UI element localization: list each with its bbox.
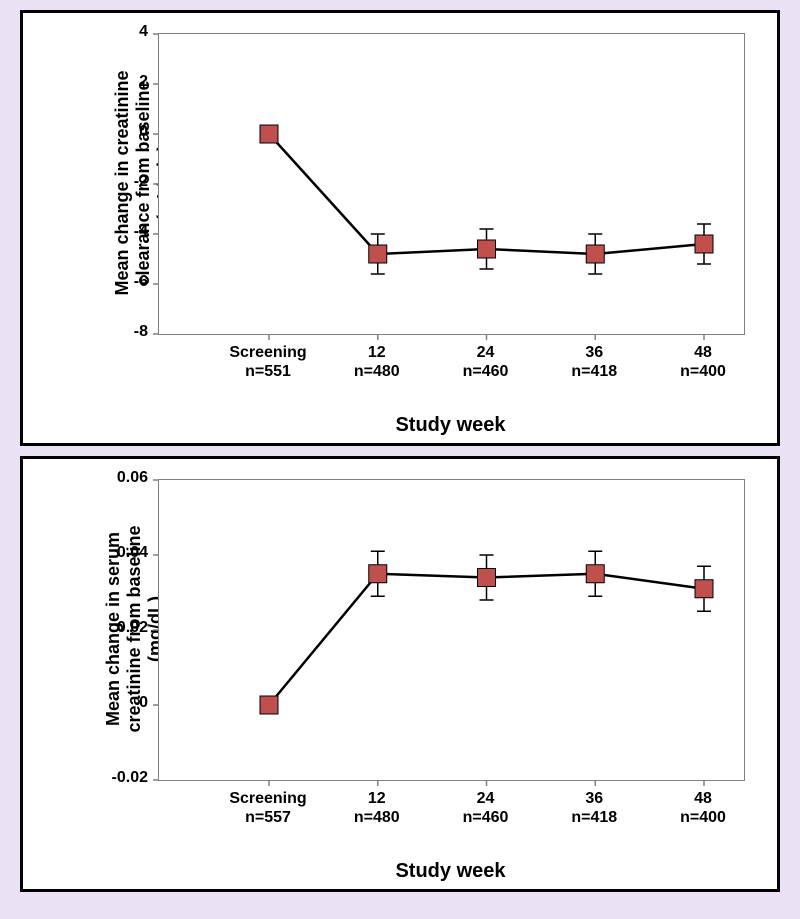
y-tick-label: 0.02 [93, 619, 148, 637]
y-tick-label: 0.04 [93, 544, 148, 562]
plot-area [158, 479, 745, 781]
y-tick-label: 2 [93, 73, 148, 91]
y-tick-label: -4 [93, 223, 148, 241]
x-tick-label: 48n=400 [643, 343, 763, 381]
y-tick-label: 4 [93, 23, 148, 41]
y-tick-label: -2 [93, 173, 148, 191]
x-tick-label: 24n=460 [426, 789, 546, 827]
x-tick-label: 12n=480 [317, 343, 437, 381]
x-tick-label: 12n=480 [317, 789, 437, 827]
y-tick-label: 0 [93, 123, 148, 141]
y-tick-label: -0.02 [93, 769, 148, 787]
y-tick-label: 0.06 [93, 469, 148, 487]
x-tick-label: 36n=418 [534, 789, 654, 827]
x-tick-label: Screeningn=551 [208, 343, 328, 381]
x-tick-label: 24n=460 [426, 343, 546, 381]
x-axis-label: Study week [158, 860, 743, 883]
chart-panel-bottom: Mean change in serum creatinine from bas… [20, 456, 780, 892]
plot-area [158, 33, 745, 335]
x-tick-label: 36n=418 [534, 343, 654, 381]
chart-svg [159, 480, 744, 780]
x-tick-label: Screeningn=557 [208, 789, 328, 827]
y-tick-label: -8 [93, 323, 148, 341]
x-tick-label: 48n=400 [643, 789, 763, 827]
y-tick-label: 0 [93, 694, 148, 712]
y-tick-label: -6 [93, 273, 148, 291]
x-axis-label: Study week [158, 414, 743, 437]
chart-svg [159, 34, 744, 334]
chart-panel-top: Mean change in creatinine clearance from… [20, 10, 780, 446]
